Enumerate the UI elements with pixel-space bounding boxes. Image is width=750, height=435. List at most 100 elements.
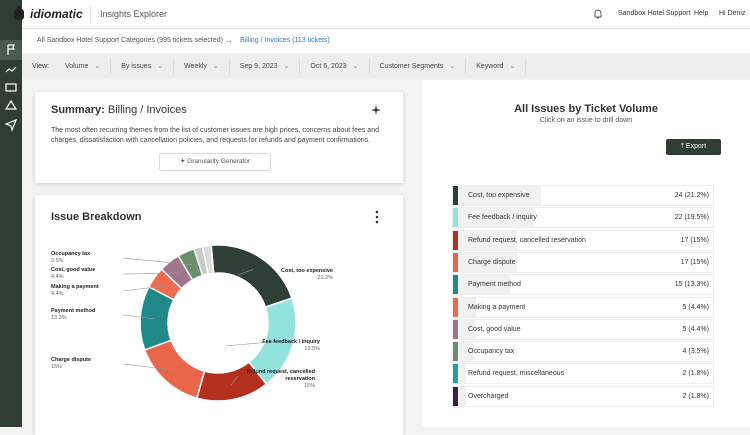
filter-label: By issues (121, 62, 152, 70)
issue-bar (459, 319, 477, 339)
slice-label: Making a payment 4.4% (51, 284, 141, 298)
slice-name: Charge dispute (51, 357, 92, 363)
filter-chip[interactable]: Customer Segments ⌄ (370, 58, 467, 74)
filter-caret: ⌄ (509, 63, 516, 70)
slice-value: 15% (51, 364, 63, 370)
issue-name: Charge dispute (468, 258, 516, 266)
issue-name: Making a payment (468, 303, 526, 311)
filter-chip[interactable]: Sep 9, 2023 ⌄ (230, 58, 301, 74)
slice-name: Refund request, cancelled reservation (246, 369, 315, 382)
account[interactable]: Sandbox Hotel Support (618, 10, 691, 17)
app-name: Insights Explorer (100, 9, 168, 19)
nav-trend[interactable] (5, 66, 17, 73)
issue-row[interactable]: Overcharged 2 (1.8%) (452, 385, 714, 407)
slice-label: Refund request, cancelled reservation 15% (243, 369, 315, 390)
filter-label: Keyword (476, 62, 504, 70)
issue-row[interactable]: Payment method 15 (13.3%) (452, 274, 714, 296)
export-button[interactable]: ⤒ Export (666, 139, 721, 155)
issue-bar (459, 186, 541, 205)
logo: idiomatic (30, 7, 83, 21)
issue-row[interactable]: Refund request, miscellaneous 2 (1.8%) (452, 363, 714, 385)
slice-value: 13.3% (51, 315, 67, 321)
filter-chip[interactable]: By issues ⌄ (111, 58, 175, 74)
summary-topic: Billing / Invoices (107, 104, 187, 116)
issue-swatch (453, 208, 458, 228)
leader-line (122, 285, 167, 292)
filter-chip[interactable]: Weekly ⌄ (174, 58, 230, 74)
nav-alert[interactable] (4, 99, 18, 110)
filter-label: Customer Segments (379, 62, 444, 70)
nav-send[interactable] (4, 118, 18, 132)
issue-count: 15 (13.3%) (674, 281, 709, 289)
breakdown-card: Issue Breakdown Cost, too expensive 21.2%… (35, 195, 403, 435)
export-label: Export (685, 143, 707, 150)
filter-label: Oct 6, 2023 (310, 62, 347, 70)
slice-name: Fee feedback / inquiry (262, 339, 320, 345)
issue-name: Cost, too expensive (468, 192, 530, 199)
breakdown-title: Issue Breakdown (51, 211, 142, 223)
slice-name: Making a payment (51, 284, 99, 290)
filter-chip[interactable]: Volume ⌄ (55, 58, 112, 74)
bell[interactable] (592, 8, 604, 20)
issue-swatch (453, 364, 458, 384)
issue-count: 5 (4.4%) (682, 325, 709, 333)
issue-row[interactable]: Occupancy tax 4 (3.5%) (452, 341, 714, 363)
issue-row[interactable]: Refund request, cancelled reservation 17 … (452, 229, 714, 251)
filter-label: Sep 9, 2023 (239, 62, 278, 70)
issue-count: 22 (19.5%) (674, 214, 709, 222)
issue-row[interactable]: Cost, good value 5 (4.4%) (452, 318, 714, 340)
crumb-root[interactable]: All Sandbox Hotel Support Categories (99… (37, 37, 223, 44)
issue-swatch (453, 386, 458, 406)
issue-row[interactable]: Cost, too expensive 24 (21.2%) (452, 185, 714, 206)
top-bar: idiomatic Insights Explorer Sandbox Hote… (14, 0, 750, 29)
leader-line (230, 375, 239, 386)
slice-name: Cost, too expensive (281, 268, 333, 274)
issue-name: Fee feedback / inquiry (468, 214, 537, 222)
issue-bar (459, 386, 466, 406)
issue-bar (459, 342, 473, 362)
slice-label: Occupancy tax 3.5% (51, 251, 141, 265)
nav-icons (0, 40, 22, 132)
slice-label: Fee feedback / inquiry 19.5% (230, 339, 320, 353)
leader-line (237, 269, 254, 276)
filter-label: Weekly (184, 62, 207, 70)
filter-chip[interactable]: Oct 6, 2023 ⌄ (300, 58, 370, 74)
slice-name: Occupancy tax (51, 251, 91, 257)
donut-slice (201, 244, 215, 275)
nav-screen[interactable] (5, 83, 17, 92)
slice-value: 19.5% (304, 346, 320, 352)
filter-caret: ⌄ (212, 63, 219, 70)
filter-caret: ⌄ (94, 63, 101, 70)
slice-name: Cost, good value (51, 267, 96, 273)
help[interactable]: Help (694, 10, 709, 17)
sparkle[interactable] (371, 104, 383, 116)
menu-dots[interactable] (373, 210, 381, 224)
issue-row[interactable]: Charge dispute 17 (15%) (452, 251, 714, 273)
breadcrumb: All Sandbox Hotel Support Categories (99… (22, 29, 750, 53)
nav-flag[interactable] (7, 44, 15, 55)
issue-row[interactable]: Making a payment 5 (4.4%) (452, 296, 714, 318)
issue-name: Occupancy tax (468, 348, 515, 356)
issue-count: 24 (21.2%) (674, 192, 709, 199)
issue-bar (459, 230, 518, 250)
issue-swatch (453, 297, 458, 317)
issue-bar (459, 364, 466, 384)
summary-title: Summary: Billing / Invoices (51, 104, 187, 116)
greeting[interactable]: Hi Deniz (719, 10, 746, 17)
slice-value: 4.4% (51, 291, 64, 297)
issue-row[interactable]: Fee feedback / inquiry 22 (19.5%) (452, 207, 714, 229)
filter-chip[interactable]: Keyword ⌄ (466, 58, 527, 74)
issue-swatch (453, 319, 458, 339)
slice-label: Cost, too expensive 21.2% (243, 268, 333, 282)
crumb-current[interactable]: Billing / Invoices (113 tickets) (240, 37, 330, 44)
issue-bar (459, 275, 511, 295)
issue-swatch (453, 186, 458, 205)
issue-swatch (453, 252, 458, 272)
issue-count: 4 (3.5%) (682, 348, 709, 356)
issue-bar (459, 208, 535, 228)
slice-label: Cost, good value 4.4% (51, 267, 141, 281)
slice-value: 15% (303, 383, 315, 389)
slice-value: 21.2% (317, 275, 333, 281)
granularity-button[interactable]: ✦ Granularity Generator (159, 153, 271, 171)
issue-name: Refund request, miscellaneous (468, 370, 565, 378)
